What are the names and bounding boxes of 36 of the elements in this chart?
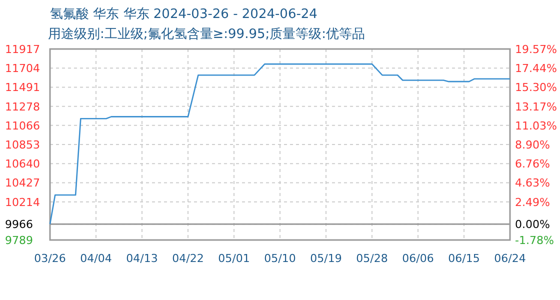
- y2-tick-label: 8.90%: [515, 138, 550, 152]
- x-tick-label: 04/13: [126, 252, 158, 265]
- x-tick-label: 04/04: [80, 252, 112, 265]
- y-tick-label: 10640: [5, 158, 40, 171]
- y2-tick-label: 19.57%: [515, 43, 557, 56]
- line-series: [49, 63, 511, 225]
- x-tick-label: 03/26: [34, 252, 66, 265]
- y-tick-label: 9789: [5, 234, 33, 247]
- y-tick-label: 11491: [5, 81, 40, 94]
- y-tick-label: 10214: [5, 196, 40, 209]
- y2-tick-label: 13.17%: [515, 100, 557, 114]
- y2-tick-label: 4.63%: [515, 176, 550, 190]
- x-tick-label: 05/28: [356, 252, 388, 265]
- y2-tick-label: 17.44%: [515, 62, 557, 76]
- x-tick-label: 05/19: [310, 252, 342, 265]
- y2-tick-label: 11.03%: [515, 119, 557, 132]
- y2-tick-label: 2.49%: [515, 196, 550, 209]
- x-tick-label: 06/24: [494, 252, 526, 265]
- y-tick-label: 11704: [5, 62, 40, 76]
- y2-tick-label: -1.78%: [515, 234, 554, 247]
- x-tick-label: 05/01: [218, 252, 250, 265]
- y-tick-label: 10427: [5, 176, 40, 190]
- x-tick-label: 06/15: [448, 252, 480, 265]
- y2-tick-label: 6.76%: [515, 158, 550, 171]
- y-tick-label: 11278: [5, 100, 40, 114]
- y-tick-label: 11917: [5, 43, 40, 56]
- y2-tick-label: 0.00%: [515, 218, 550, 232]
- chart-subtitle: 用途级别:工业级;氟化氢含量≥:99.95;质量等级:优等品: [48, 27, 366, 42]
- x-tick-label: 05/10: [264, 252, 296, 265]
- y-tick-label: 9966: [5, 218, 33, 232]
- y2-tick-label: 15.30%: [515, 81, 557, 94]
- x-tick-label: 06/06: [402, 252, 434, 265]
- y-tick-label: 10853: [5, 138, 40, 152]
- y-tick-label: 11066: [5, 119, 40, 132]
- chart-title: 氢氟酸 华东 华东 2024-03-26 - 2024-06-24: [50, 7, 318, 22]
- x-tick-label: 04/22: [172, 252, 204, 265]
